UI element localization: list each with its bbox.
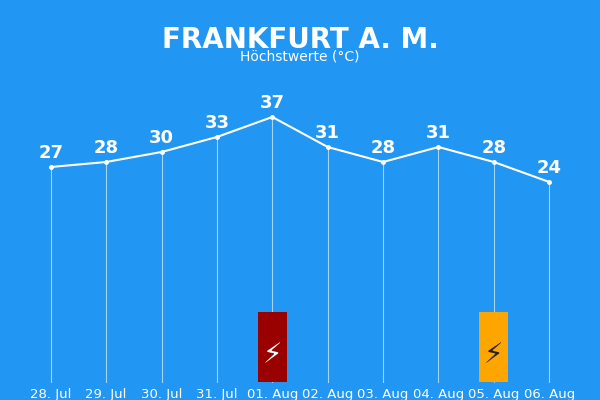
Text: 27: 27 [38, 144, 63, 162]
Text: 37: 37 [260, 94, 285, 112]
Bar [258, 312, 287, 382]
Text: 01. Aug: 01. Aug [247, 388, 298, 400]
Text: 29. Jul: 29. Jul [85, 388, 127, 400]
Text: ⚡: ⚡ [263, 341, 282, 370]
Bar [479, 312, 508, 382]
Text: 06. Aug: 06. Aug [524, 388, 575, 400]
Text: 28: 28 [481, 139, 506, 157]
Text: 24: 24 [537, 159, 562, 177]
Text: 30. Jul: 30. Jul [141, 388, 182, 400]
Text: 31: 31 [426, 124, 451, 142]
Text: 05. Aug: 05. Aug [468, 388, 520, 400]
Text: 28: 28 [94, 139, 119, 157]
Text: 31. Jul: 31. Jul [196, 388, 238, 400]
Text: Höchstwerte (°C): Höchstwerte (°C) [240, 50, 360, 64]
Text: 28: 28 [371, 139, 395, 157]
Text: 02. Aug: 02. Aug [302, 388, 353, 400]
Text: 31: 31 [315, 124, 340, 142]
Text: 28. Jul: 28. Jul [30, 388, 71, 400]
Text: FRANKFURT A. M.: FRANKFURT A. M. [161, 26, 439, 54]
Text: 33: 33 [205, 114, 229, 132]
Text: 30: 30 [149, 129, 174, 147]
Text: ⚡: ⚡ [484, 341, 503, 370]
Text: 04. Aug: 04. Aug [413, 388, 464, 400]
Text: 03. Aug: 03. Aug [358, 388, 409, 400]
